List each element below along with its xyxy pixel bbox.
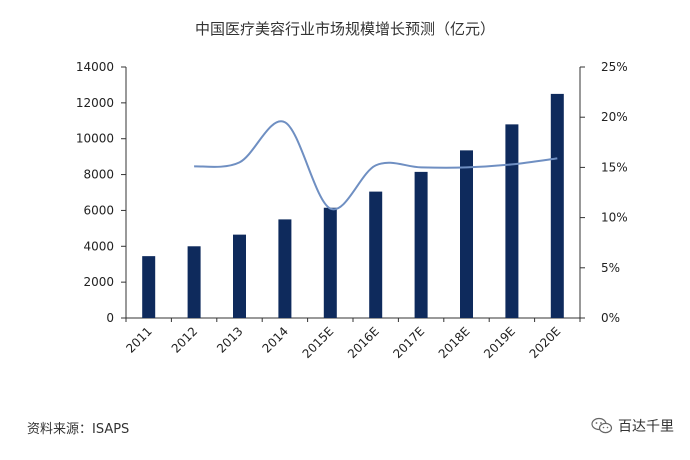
bar — [187, 246, 201, 318]
x-tick-label: 2020E — [527, 324, 564, 361]
source-note: 资料来源：ISAPS — [27, 422, 130, 437]
x-tick-label: 2016E — [345, 324, 382, 361]
x-tick-label: 2011 — [123, 324, 154, 355]
y-tick-label-left: 10000 — [76, 132, 114, 146]
bar — [278, 219, 292, 318]
bar — [550, 93, 564, 319]
y-tick-label-right: 20% — [601, 110, 628, 124]
y-tick-label-right: 0% — [601, 311, 620, 325]
bar — [505, 124, 519, 318]
chart-title: 中国医疗美容行业市场规模增长预测（亿元） — [194, 20, 495, 38]
y-tick-label-left: 4000 — [83, 239, 114, 253]
bar — [369, 191, 383, 318]
x-tick-label: 2012 — [169, 324, 200, 355]
x-tick-label: 2015E — [300, 324, 337, 361]
y-tick-label-left: 0 — [106, 311, 114, 325]
x-tick-label: 2018E — [436, 324, 473, 361]
x-tick-label: 2013 — [214, 324, 245, 355]
y-tick-label-left: 14000 — [76, 60, 114, 74]
y-tick-label-right: 15% — [601, 160, 628, 174]
bar — [323, 207, 337, 318]
bar — [142, 256, 156, 318]
watermark: 百达千里 — [591, 416, 674, 436]
y-tick-label-left: 12000 — [76, 96, 114, 110]
bar — [233, 234, 246, 318]
wechat-icon — [591, 417, 613, 434]
y-tick-label-right: 5% — [601, 261, 620, 275]
y-tick-label-right: 25% — [601, 60, 628, 74]
bar — [460, 150, 473, 318]
y-tick-label-left: 2000 — [83, 275, 114, 289]
x-tick-label: 2017E — [390, 324, 427, 361]
x-tick-label: 2019E — [481, 324, 518, 361]
watermark-text: 百达千里 — [618, 419, 674, 435]
y-tick-label-left: 8000 — [83, 168, 114, 182]
y-tick-label-left: 6000 — [83, 203, 114, 217]
x-tick-label: 2014 — [260, 324, 291, 355]
bar — [414, 171, 428, 318]
y-tick-label-right: 10% — [601, 211, 628, 225]
growth-line — [194, 120, 558, 211]
